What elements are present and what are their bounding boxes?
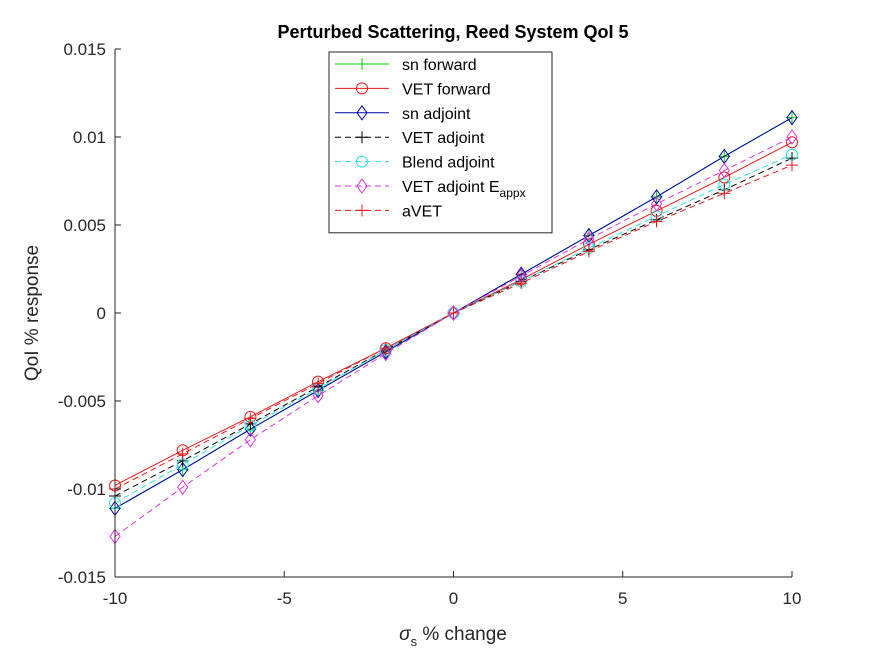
data-point bbox=[718, 162, 730, 179]
legend-label: VET adjoint Eappx bbox=[402, 179, 526, 200]
x-tick-label: 5 bbox=[618, 589, 627, 608]
data-point bbox=[515, 277, 528, 290]
legend-label: Blend adjoint bbox=[402, 155, 495, 172]
y-tick-label: 0.01 bbox=[73, 128, 106, 147]
y-tick-label: 0 bbox=[97, 304, 106, 323]
x-axis-label-text: % change bbox=[417, 624, 507, 645]
x-tick-label: -10 bbox=[103, 589, 128, 608]
data-point bbox=[718, 187, 731, 200]
data-point bbox=[244, 431, 257, 448]
legend-label-text: VET adjoint E bbox=[402, 179, 500, 196]
legend-entry-4: VET adjoint bbox=[335, 130, 485, 147]
x-tick-label: 10 bbox=[783, 589, 802, 608]
legend-marker bbox=[356, 155, 368, 168]
legend-label: VET forward bbox=[402, 81, 491, 98]
data-point bbox=[650, 196, 663, 212]
legend-box bbox=[328, 51, 553, 234]
data-point bbox=[447, 305, 460, 321]
x-axis-label: σs % change bbox=[399, 624, 507, 649]
y-tick-label: -0.01 bbox=[67, 480, 106, 499]
x-tick-label: 0 bbox=[449, 589, 458, 608]
x-axis-label-symbol: σ bbox=[399, 624, 412, 645]
legend-marker bbox=[356, 131, 368, 144]
legend-label-text: sn forward bbox=[402, 57, 477, 74]
legend-marker bbox=[356, 58, 368, 70]
legend-label: aVET bbox=[402, 203, 442, 220]
y-tick-label: -0.005 bbox=[58, 392, 106, 411]
data-point bbox=[244, 412, 257, 425]
legend-entry-6: VET adjoint Eappx bbox=[335, 178, 526, 200]
legend: sn forward VET forward sn adjoint VET adjoi… bbox=[328, 51, 553, 234]
y-tick-label: -0.015 bbox=[58, 568, 106, 587]
y-axis-label: QoI % response bbox=[22, 245, 43, 381]
legend-entry-1: sn forward bbox=[335, 57, 477, 74]
data-point bbox=[177, 461, 189, 478]
legend-label-text: sn adjoint bbox=[402, 106, 471, 123]
legend-label-text: VET forward bbox=[402, 81, 491, 98]
legend-label-subscript: appx bbox=[500, 186, 526, 200]
chart-marks bbox=[109, 109, 798, 545]
data-point bbox=[312, 382, 324, 399]
y-tick-label: 0.015 bbox=[63, 40, 106, 59]
x-axis-label-subscript: s bbox=[411, 634, 418, 649]
x-tick-label: -5 bbox=[277, 589, 292, 608]
legend-marker bbox=[356, 178, 368, 194]
legend-label-text: Blend adjoint bbox=[402, 155, 495, 172]
data-point bbox=[312, 387, 324, 404]
series-7 bbox=[109, 159, 798, 495]
data-point bbox=[244, 421, 257, 438]
legend-marker bbox=[356, 204, 368, 217]
data-point bbox=[718, 171, 731, 184]
legend-entry-5: Blend adjoint bbox=[335, 155, 495, 172]
data-point bbox=[786, 159, 798, 172]
legend-label-text: aVET bbox=[402, 203, 442, 220]
legend-entry-2: VET forward bbox=[335, 81, 491, 98]
data-point bbox=[786, 109, 798, 126]
data-point bbox=[582, 245, 595, 258]
data-point bbox=[786, 136, 798, 149]
legend-entry-3: sn adjoint bbox=[335, 104, 471, 123]
legend-label: VET adjoint bbox=[402, 130, 485, 147]
legend-marker bbox=[356, 82, 368, 95]
y-tick-label: 0.005 bbox=[63, 216, 106, 235]
legend-label: sn forward bbox=[402, 57, 477, 74]
legend-label-text: VET adjoint bbox=[402, 130, 485, 147]
chart-axes: -10 -5 0 5 10 -0.015 -0.01 -0.005 0 0.005 0.01 0.01… bbox=[58, 40, 802, 608]
data-point bbox=[650, 215, 663, 228]
data-point bbox=[447, 307, 460, 319]
data-point bbox=[177, 479, 189, 496]
data-point bbox=[650, 188, 663, 205]
legend-entry-7: aVET bbox=[335, 203, 442, 220]
data-point bbox=[379, 342, 392, 355]
chart-title: Perturbed Scattering, Reed System QoI 5 bbox=[277, 22, 628, 42]
data-point bbox=[312, 377, 325, 390]
legend-marker bbox=[356, 104, 368, 121]
data-point bbox=[380, 345, 392, 362]
legend-label: sn adjoint bbox=[402, 106, 471, 123]
data-point bbox=[786, 129, 798, 145]
data-point bbox=[176, 447, 189, 460]
